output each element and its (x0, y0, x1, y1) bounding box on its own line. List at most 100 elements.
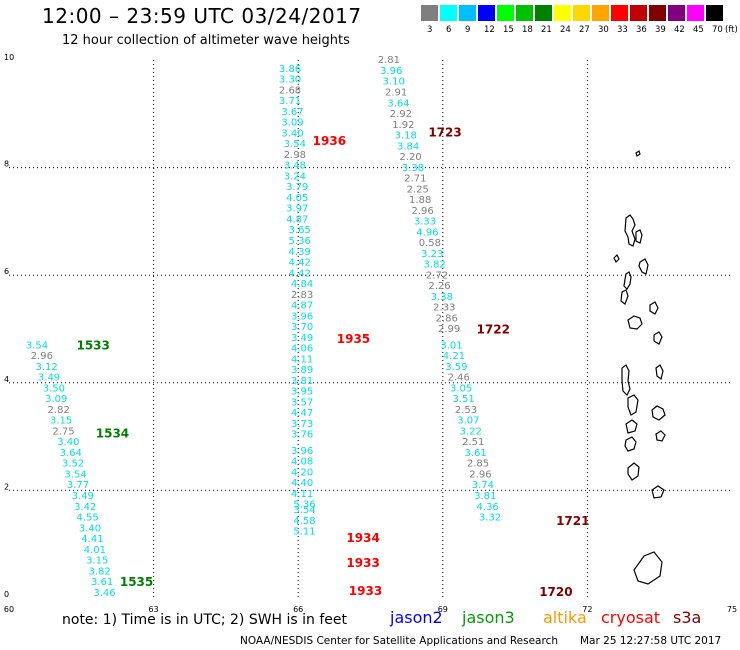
wave-height-label: 3.38 (431, 292, 453, 303)
wave-height-label: 3.22 (460, 426, 482, 437)
wave-height-label: 3.23 (421, 249, 443, 260)
wave-height-label: 3.30 (279, 75, 301, 86)
wave-height-label: 3.97 (286, 204, 308, 215)
wave-height-label: 2.91 (385, 88, 407, 99)
wave-height-label: 3.84 (397, 141, 419, 152)
wave-height-label: 3.50 (43, 383, 65, 394)
credit-line: NOAA/NESDIS Center for Satellite Applica… (240, 635, 558, 647)
legend-label: 6 (446, 25, 452, 35)
wave-height-label: 3.61 (91, 577, 113, 588)
wave-height-label: 2.81 (378, 55, 400, 66)
island-outline (651, 405, 666, 421)
wave-height-label: 3.38 (402, 163, 424, 174)
lon-tick-label: 75 (727, 605, 737, 614)
wave-height-label: 4.96 (416, 227, 438, 238)
island-outline (635, 229, 643, 244)
wave-height-label: 2.98 (284, 150, 306, 161)
satellite-key-s3a: s3a (673, 608, 702, 627)
lon-tick-label: 66 (293, 605, 303, 614)
legend-label: 21 (541, 25, 552, 35)
wave-height-label: 3.33 (414, 217, 436, 228)
wave-height-label: 4.11 (291, 354, 313, 365)
wave-height-label: 4.42 (289, 268, 311, 279)
wave-height-label: 2.82 (48, 405, 70, 416)
island-outline (638, 258, 649, 275)
satellite-key-jason3: jason3 (462, 608, 515, 627)
wave-height-label: 2.83 (291, 290, 313, 301)
wave-height-label: 3.52 (62, 459, 84, 470)
wave-height-label: 1.88 (409, 195, 431, 206)
wave-height-label: 3.95 (291, 387, 313, 398)
legend-label: 45 (693, 25, 704, 35)
wave-height-label: 3.96 (380, 66, 402, 77)
wave-height-label: 3.76 (291, 430, 313, 441)
legend-swatch (516, 5, 533, 21)
legend-label: 30 (598, 25, 609, 35)
generation-timestamp: Mar 25 12:27:58 UTC 2017 (580, 635, 722, 647)
wave-height-label: 3.24 (284, 171, 306, 182)
legend-label: 27 (579, 25, 590, 35)
legend-label: 3 (427, 25, 433, 35)
wave-height-label: 3.10 (383, 77, 405, 88)
wave-height-label: 2.92 (390, 109, 412, 120)
lat-tick-label: 2 (4, 482, 9, 491)
island-outline (623, 271, 632, 290)
wave-height-label: 4.39 (289, 247, 311, 258)
wave-height-label: 2.53 (455, 405, 477, 416)
pass-time-label: 1936 (313, 134, 346, 148)
wave-height-label: 4.06 (291, 344, 313, 355)
wave-height-label: 3.40 (79, 523, 101, 534)
legend-swatch (706, 5, 723, 21)
lat-lon-grid (9, 60, 732, 598)
lon-tick-label: 63 (149, 605, 159, 614)
wave-height-label: 4.40 (291, 478, 313, 489)
wave-height-label: 2.99 (438, 324, 460, 335)
wave-height-label: 4.84 (291, 279, 313, 290)
wave-height-label: 3.89 (291, 365, 313, 376)
wave-height-label: 3.82 (89, 566, 111, 577)
wave-height-label: 3.65 (289, 225, 311, 236)
map-title: 12:00 – 23:59 UTC 03/24/2017 (42, 4, 362, 28)
island-outline (613, 253, 620, 264)
wave-height-label: 3.79 (286, 182, 308, 193)
wave-height-label: 3.32 (479, 513, 501, 524)
pass-time-label: 1535 (120, 575, 153, 589)
maldives-coastline (613, 150, 666, 585)
legend-swatch (611, 5, 628, 21)
wave-height-label: 2.85 (467, 459, 489, 470)
legend-label: 33 (617, 25, 628, 35)
wave-height-label: 2.96 (469, 469, 491, 480)
legend-swatch (573, 5, 590, 21)
wave-height-label: 3.05 (450, 383, 472, 394)
island-outline (627, 315, 643, 330)
wave-height-label: 3.12 (36, 362, 58, 373)
island-outline (655, 430, 666, 442)
legend-swatch (649, 5, 666, 21)
legend-label: (ft) (725, 25, 738, 35)
legend-label: 42 (674, 25, 685, 35)
legend-swatch (421, 5, 438, 21)
wave-height-label: 3.15 (50, 416, 72, 427)
wave-height-label: 3.46 (93, 588, 115, 599)
wave-height-label: 1.92 (392, 120, 414, 131)
wave-height-label: 3.74 (472, 480, 494, 491)
legend-swatch (592, 5, 609, 21)
wave-height-label: 3.15 (86, 556, 108, 567)
satellite-key-jason2: jason2 (390, 608, 443, 627)
wave-height-label: 3.64 (60, 448, 82, 459)
island-outline (649, 301, 659, 315)
track-jason3: 3.542.963.123.493.503.092.823.152.753.40… (26, 338, 153, 598)
pass-time-label: 1722 (477, 322, 510, 336)
island-outline (620, 289, 629, 305)
pass-time-label: 1935 (337, 332, 370, 346)
wave-height-label: 3.40 (57, 437, 79, 448)
legend-label: 24 (560, 25, 571, 35)
legend-swatch (459, 5, 476, 21)
legend-swatch (478, 5, 495, 21)
wave-height-label: 3.48 (284, 161, 306, 172)
wave-height-label: 4.20 (291, 467, 313, 478)
legend-swatch (687, 5, 704, 21)
island-outline (627, 394, 639, 416)
wave-height-label: 5.11 (293, 527, 315, 538)
